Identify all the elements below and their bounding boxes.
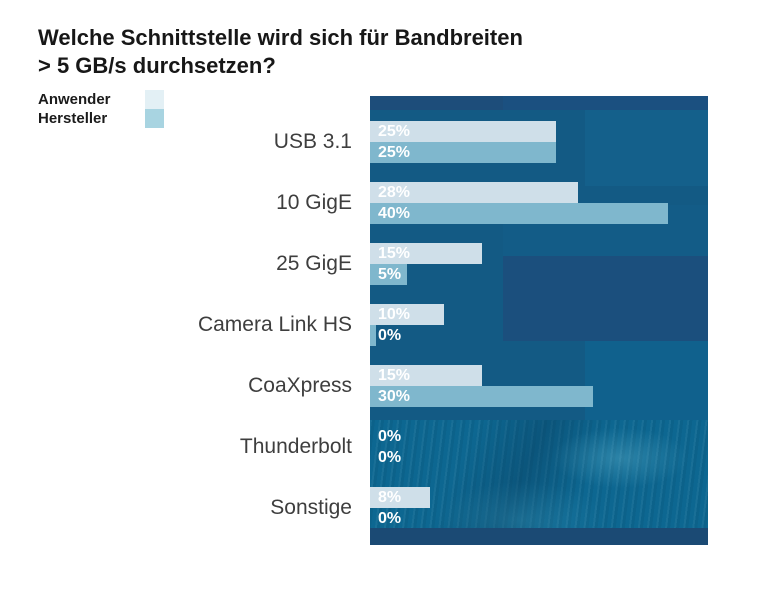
- bar-hersteller-camera-link-hs: [370, 325, 376, 346]
- bar-anwender-25-gige: [370, 243, 482, 264]
- legend-item-anwender: Anwender: [38, 90, 208, 109]
- value-label-anwender-sonstige: 8%: [378, 489, 402, 506]
- bar-anwender-camera-link-hs: [370, 304, 444, 325]
- category-label-thunderbolt: Thunderbolt: [239, 435, 352, 458]
- value-label-anwender-10-gige: 28%: [378, 184, 411, 201]
- category-label-camera-link-hs: Camera Link HS: [197, 313, 352, 336]
- value-label-anwender-thunderbolt: 0%: [378, 428, 402, 445]
- value-label-hersteller-sonstige: 0%: [378, 510, 402, 527]
- legend-swatch-anwender: [145, 90, 164, 109]
- plot-bg-tile: [503, 96, 708, 110]
- bar-anwender-10-gige: [370, 182, 578, 203]
- value-label-hersteller-25-gige: 5%: [378, 266, 402, 283]
- bar-hersteller-10-gige: [370, 203, 668, 224]
- value-label-hersteller-usb-3-1: 25%: [378, 144, 411, 161]
- legend-label-anwender: Anwender: [38, 91, 111, 108]
- value-label-hersteller-camera-link-hs: 0%: [378, 327, 402, 344]
- value-label-hersteller-10-gige: 40%: [378, 205, 411, 222]
- legend-swatch-hersteller: [145, 109, 164, 128]
- value-label-hersteller-thunderbolt: 0%: [378, 449, 402, 466]
- chart-title-line-2: > 5 GB/s durchsetzen?: [38, 53, 276, 78]
- value-label-anwender-usb-3-1: 25%: [378, 123, 411, 140]
- plot-bg-tile: [585, 341, 708, 420]
- bar-hersteller-coaxpress: [370, 386, 593, 407]
- chart-title-line-1: Welche Schnittstelle wird sich für Bandb…: [38, 25, 523, 50]
- bar-anwender-usb-3-1: [370, 121, 556, 142]
- legend: Anwender Hersteller: [38, 90, 208, 128]
- bar-anwender-coaxpress: [370, 365, 482, 386]
- value-label-anwender-25-gige: 15%: [378, 245, 411, 262]
- category-label-10-gige: 10 GigE: [276, 191, 352, 214]
- value-label-anwender-coaxpress: 15%: [378, 367, 411, 384]
- bar-hersteller-25-gige: [370, 264, 407, 285]
- plot-bg-photo: [370, 420, 708, 545]
- chart-title: Welche Schnittstelle wird sich für Bandb…: [38, 24, 523, 80]
- legend-label-hersteller: Hersteller: [38, 110, 108, 127]
- category-label-usb-3-1: USB 3.1: [273, 130, 352, 153]
- legend-item-hersteller: Hersteller: [38, 109, 208, 128]
- value-label-hersteller-coaxpress: 30%: [378, 388, 411, 405]
- plot-bg-tile: [503, 256, 708, 341]
- bar-anwender-sonstige: [370, 487, 430, 508]
- value-label-anwender-camera-link-hs: 10%: [378, 306, 411, 323]
- plot-bg-tile: [585, 110, 708, 186]
- plot-area: 25% 25% 28% 40% 15% 5% 10% 0% 15% 30% 0% 0% 8% 0%: [370, 96, 708, 545]
- category-axis: USB 3.1 10 GigE 25 GigE Camera Link HS CoaXp…: [0, 96, 352, 545]
- category-label-sonstige: Sonstige: [270, 496, 352, 519]
- plot-bg-tile: [370, 528, 708, 545]
- bar-hersteller-usb-3-1: [370, 142, 556, 163]
- category-label-coaxpress: CoaXpress: [248, 374, 352, 397]
- category-label-25-gige: 25 GigE: [276, 252, 352, 275]
